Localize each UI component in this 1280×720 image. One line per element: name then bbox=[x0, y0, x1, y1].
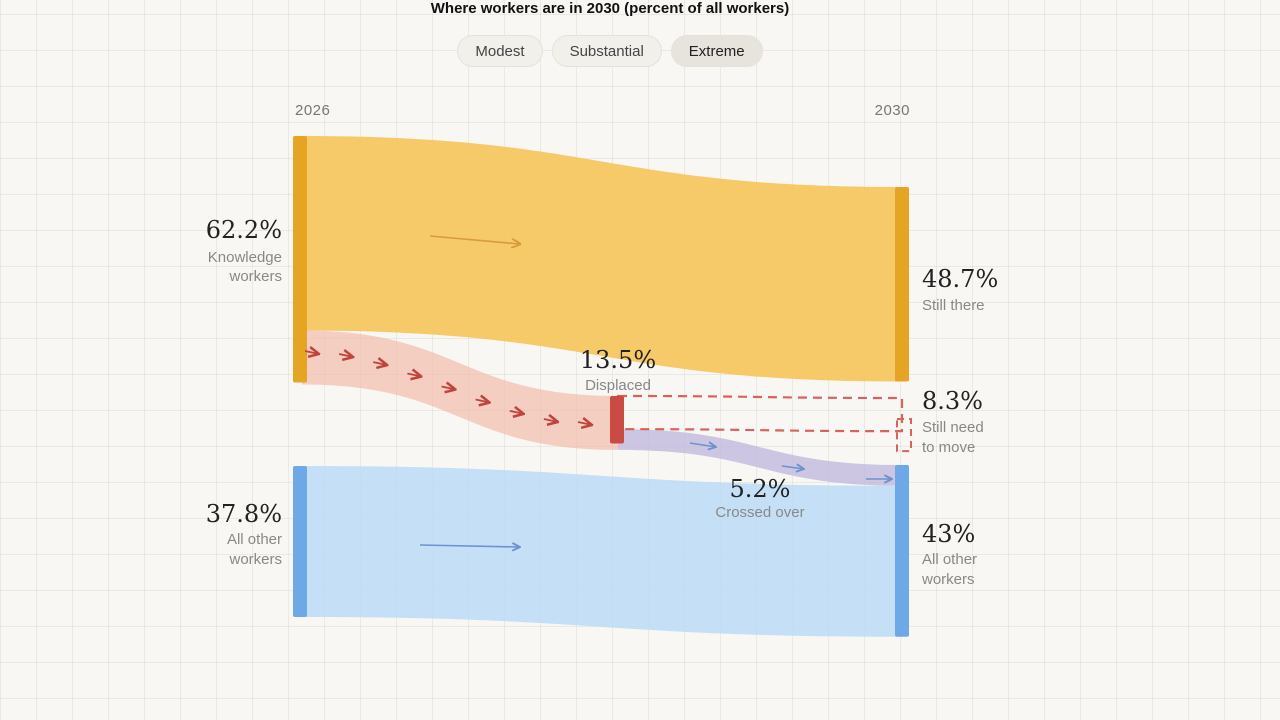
displaced-arrows bbox=[304, 351, 592, 425]
bar-other-2026 bbox=[293, 466, 307, 618]
displaced-value: 13.5% bbox=[580, 346, 656, 374]
arrow-other-stay bbox=[419, 545, 520, 547]
bar-knowledge-2026 bbox=[293, 136, 307, 383]
flow-knowledge-still-there bbox=[302, 136, 902, 382]
bar-still-need-2030 bbox=[896, 418, 912, 453]
still-there-value: 48.7% bbox=[922, 265, 998, 293]
still-need-value: 8.3% bbox=[922, 387, 983, 415]
scenario-tabs: Modest Substantial Extreme bbox=[0, 35, 1220, 67]
flow-arrows bbox=[304, 235, 892, 547]
crossed-arrow bbox=[689, 443, 716, 447]
other-2026-value: 37.8% bbox=[206, 500, 282, 528]
displaced-arrow bbox=[543, 419, 558, 422]
displaced-label: Displaced bbox=[585, 377, 651, 394]
other-2026-label-line1: All other bbox=[227, 531, 282, 548]
displaced-arrow bbox=[373, 362, 387, 365]
displaced-arrow bbox=[475, 400, 490, 403]
chart-title: Where workers are in 2030 (percent of al… bbox=[430, 0, 790, 17]
displaced-arrow bbox=[509, 411, 524, 414]
displaced-arrow bbox=[441, 387, 456, 390]
bar-still-there-2030 bbox=[895, 187, 909, 382]
displaced-arrow bbox=[304, 351, 319, 354]
knowledge-2026-value: 62.2% bbox=[206, 216, 282, 244]
still-need-label-line2: to move bbox=[922, 439, 975, 456]
bar-displaced bbox=[610, 396, 624, 444]
tab-modest[interactable]: Modest bbox=[457, 35, 543, 67]
crossed-over-value: 5.2% bbox=[730, 475, 791, 503]
arrow-knowledge-stay bbox=[429, 235, 520, 244]
crossed-arrow bbox=[781, 466, 804, 469]
still-there-label: Still there bbox=[922, 297, 985, 314]
displaced-arrow bbox=[577, 422, 592, 425]
flow-other-workers bbox=[302, 466, 902, 637]
other-2030-value: 43% bbox=[922, 520, 975, 548]
other-2030-label-line1: All other bbox=[922, 551, 977, 568]
flow-displaced-still-need-dashed bbox=[616, 394, 904, 433]
bar-other-2030 bbox=[895, 465, 909, 637]
crossed-over-label: Crossed over bbox=[715, 504, 804, 521]
flow-displaced-crossed-over bbox=[618, 429, 902, 486]
knowledge-2026-label-line1: Knowledge bbox=[208, 249, 282, 266]
tab-substantial[interactable]: Substantial bbox=[551, 35, 662, 67]
other-2030-label-line2: workers bbox=[921, 571, 975, 588]
knowledge-2026-label-line2: workers bbox=[228, 268, 282, 285]
still-need-label-line1: Still need bbox=[922, 419, 984, 436]
year-2026: 2026 bbox=[295, 102, 330, 119]
year-2030: 2030 bbox=[875, 102, 910, 119]
displaced-arrow bbox=[407, 373, 421, 376]
tab-extreme[interactable]: Extreme bbox=[670, 35, 763, 67]
other-2026-label-line2: workers bbox=[228, 551, 282, 568]
crossed-arrows bbox=[689, 443, 892, 479]
displaced-arrow bbox=[338, 354, 353, 357]
